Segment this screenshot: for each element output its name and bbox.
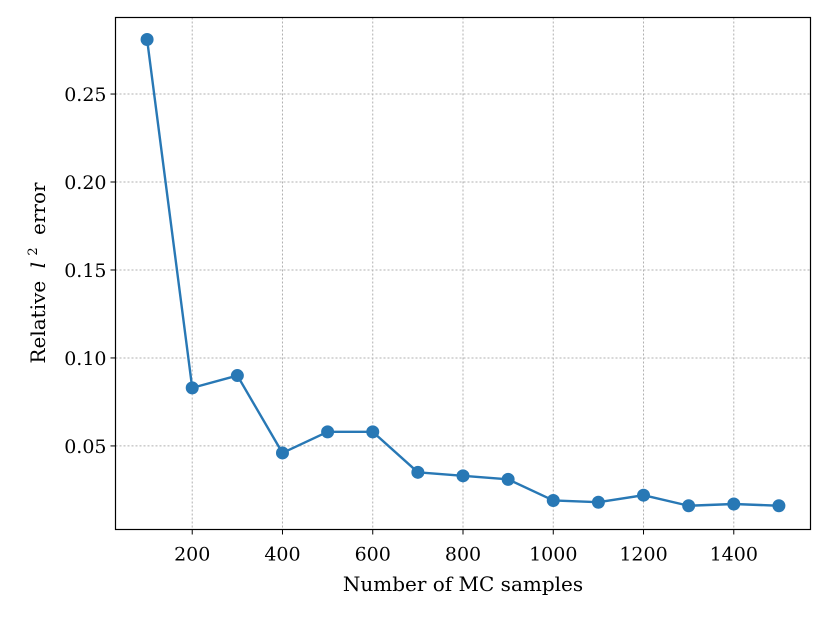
plot-frame: [114, 16, 812, 531]
y-tick-label: 0.20: [64, 172, 106, 194]
data-point: [321, 425, 335, 439]
y-axis-label-superscript: 2: [26, 247, 41, 255]
x-tick-label: 1000: [529, 544, 577, 566]
data-point: [546, 493, 560, 507]
data-point: [682, 499, 696, 513]
x-tick-label: 1400: [710, 544, 758, 566]
data-point: [456, 469, 470, 483]
data-point: [591, 495, 605, 509]
data-point: [185, 381, 199, 395]
y-tick-label: 0.15: [64, 260, 106, 282]
x-tick-label: 600: [355, 544, 391, 566]
data-point: [501, 472, 515, 486]
data-point: [140, 32, 154, 46]
y-tick-label: 0.25: [64, 84, 106, 106]
series-layer: [140, 32, 786, 513]
y-axis-label-symbol: l: [26, 262, 50, 268]
x-tick-label: 800: [445, 544, 481, 566]
data-point: [230, 369, 244, 383]
x-tick-label: 400: [264, 544, 300, 566]
x-tick-label: 200: [174, 544, 210, 566]
y-tick-label: 0.05: [64, 436, 106, 458]
x-axis-label: Number of MC samples: [343, 572, 583, 596]
y-tick-label: 0.10: [64, 348, 106, 370]
grid-layer: [115, 17, 811, 530]
x-tick-label: 1200: [619, 544, 667, 566]
y-axis-label-after: error: [26, 182, 50, 235]
y-axis-label: Relative l 2 error: [18, 182, 50, 364]
data-point: [366, 425, 380, 439]
data-point: [637, 488, 651, 502]
data-series-line: [145, 38, 781, 507]
y-axis-label-before: Relative: [26, 281, 50, 364]
data-point: [772, 499, 786, 513]
tick-layer: 200 400 600 800 1000 1200 1400 0.05 0.10 0.15 0.20…: [64, 84, 758, 565]
data-point: [411, 465, 425, 479]
data-point: [275, 446, 289, 460]
data-point: [727, 497, 741, 511]
